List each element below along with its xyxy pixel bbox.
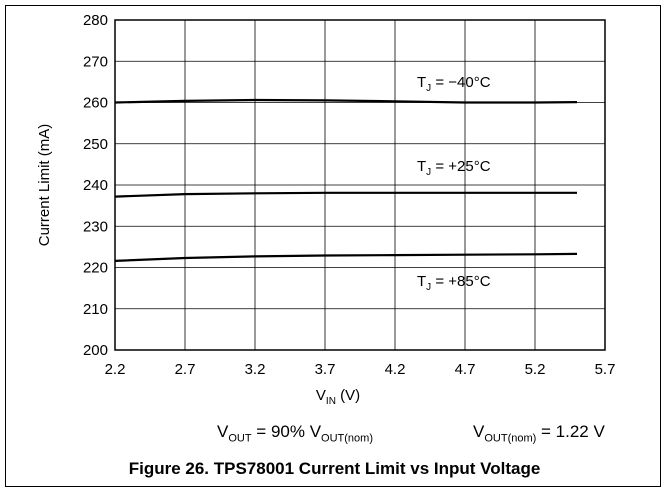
x-tick-label: 5.2 bbox=[525, 361, 546, 378]
x-tick-label: 4.2 bbox=[385, 361, 406, 378]
y-tick-label: 240 bbox=[83, 177, 108, 194]
y-tick-label: 200 bbox=[83, 342, 108, 359]
y-tick-label: 270 bbox=[83, 53, 108, 70]
x-tick-labels: 2.2 2.7 3.2 3.7 4.2 4.7 5.2 5.7 bbox=[105, 361, 616, 378]
figure-caption: Figure 26. TPS78001 Current Limit vs Inp… bbox=[128, 459, 541, 478]
y-tick-label: 280 bbox=[83, 12, 108, 29]
y-tick-label: 250 bbox=[83, 136, 108, 153]
series-label: TJ = +25°C bbox=[417, 158, 491, 178]
x-tick-label: 2.7 bbox=[175, 361, 196, 378]
y-tick-labels: 200 210 220 230 240 250 260 270 280 bbox=[83, 12, 108, 359]
y-axis-label: Current Limit (mA) bbox=[36, 124, 53, 247]
series-line bbox=[114, 98, 578, 104]
x-tick-label: 5.7 bbox=[595, 361, 616, 378]
y-tick-label: 210 bbox=[83, 301, 108, 318]
x-tick-label: 4.7 bbox=[455, 361, 476, 378]
y-tick-label: 220 bbox=[83, 260, 108, 277]
x-tick-label: 2.2 bbox=[105, 361, 126, 378]
grid-lines bbox=[114, 19, 606, 351]
series-lines bbox=[114, 98, 578, 262]
plot-area bbox=[114, 19, 606, 351]
figure-frame bbox=[5, 5, 661, 487]
series-label: TJ = +85°C bbox=[417, 273, 491, 293]
vout-condition: VOUT = 90% VOUT(nom) bbox=[217, 422, 373, 445]
y-tick-label: 260 bbox=[83, 95, 108, 112]
vout-nom-condition: VOUT(nom) = 1.22 V bbox=[473, 422, 605, 445]
series-line bbox=[114, 191, 577, 198]
series-labels: TJ = −40°C TJ = +25°C TJ = +85°C bbox=[417, 74, 491, 293]
series-line bbox=[114, 252, 578, 262]
y-tick-label: 230 bbox=[83, 218, 108, 235]
x-tick-label: 3.7 bbox=[315, 361, 336, 378]
x-axis-label: VIN (V) bbox=[316, 387, 360, 407]
x-tick-label: 3.2 bbox=[245, 361, 266, 378]
series-label: TJ = −40°C bbox=[417, 74, 491, 94]
